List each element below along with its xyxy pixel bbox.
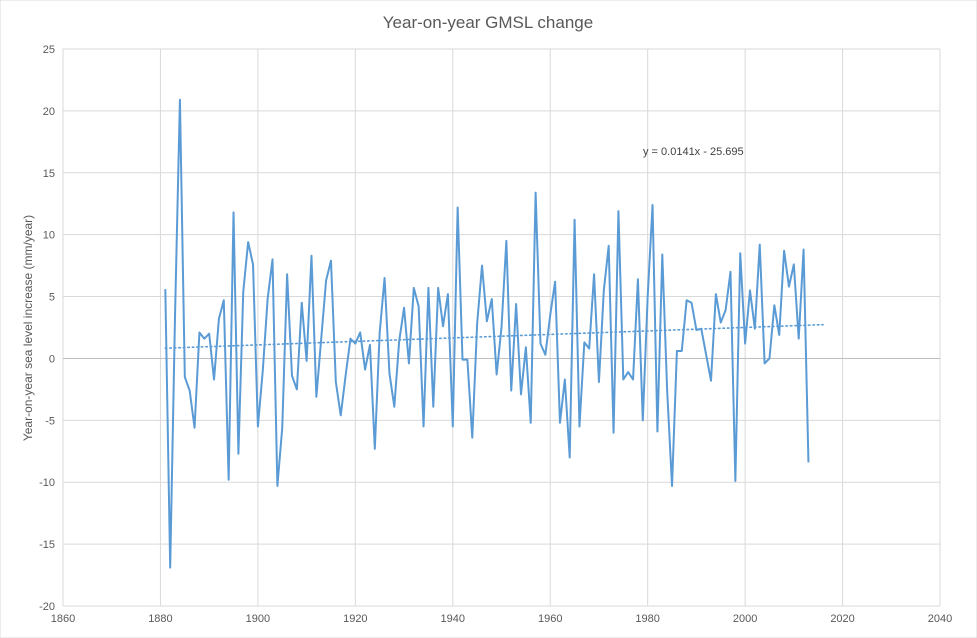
- x-tick-label: 1980: [635, 613, 659, 625]
- x-tick-label: 1900: [246, 613, 270, 625]
- y-tick-label: 10: [43, 230, 55, 242]
- y-tick-label: -15: [39, 539, 55, 551]
- trendline-equation: y = 0.0141x - 25.695: [643, 146, 744, 158]
- y-tick-label: -20: [39, 601, 55, 613]
- x-tick-label: 1860: [51, 613, 75, 625]
- x-tick-label: 1960: [538, 613, 562, 625]
- x-tick-label: 1880: [148, 613, 172, 625]
- y-tick-label: 25: [43, 44, 55, 56]
- x-tick-label: 1920: [343, 613, 367, 625]
- y-tick-label: -5: [45, 415, 55, 427]
- y-tick-label: 5: [49, 292, 55, 304]
- x-tick-label: 2020: [830, 613, 854, 625]
- x-tick-label: 1940: [441, 613, 465, 625]
- y-axis-label: Year-on-year sea level increase (mm/year…: [21, 215, 35, 441]
- y-tick-label: 0: [49, 353, 55, 365]
- x-tick-label: 2000: [733, 613, 757, 625]
- y-tick-label: 20: [43, 106, 55, 118]
- chart-title: Year-on-year GMSL change: [383, 13, 593, 32]
- y-tick-label: 15: [43, 168, 55, 180]
- x-tick-label: 2040: [928, 613, 952, 625]
- series-line: [164, 98, 810, 569]
- y-tick-label: -10: [39, 477, 55, 489]
- gridlines: [62, 48, 941, 607]
- series-group: [164, 98, 810, 569]
- tick-labels: 1860 1880 1900 1920 1940 1960 1980 2000 2020 2040…: [39, 44, 952, 625]
